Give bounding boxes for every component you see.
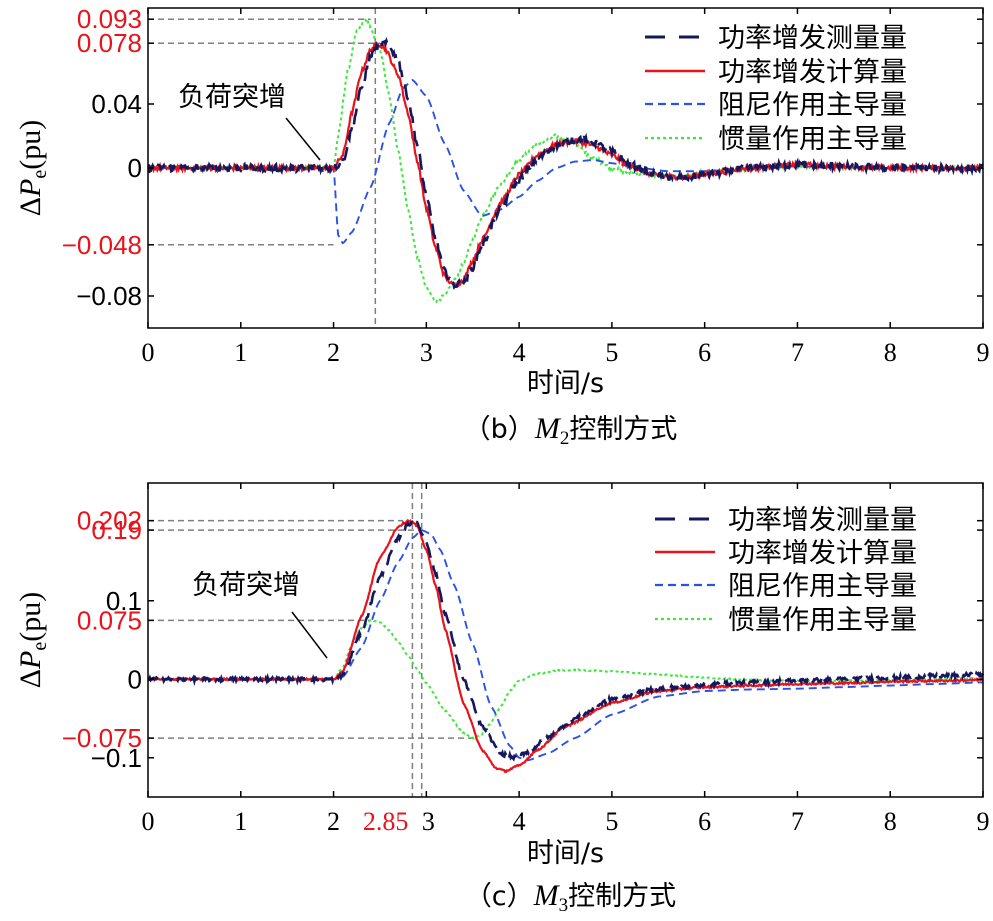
y-tick-label: 0.093 [77, 4, 142, 34]
x-tick-label: 9 [977, 807, 990, 836]
y-tick-label: 0.078 [77, 28, 142, 58]
chart-caption: （b）M2控制方式 [464, 412, 678, 449]
annotation-load-increase: 负荷突增 [192, 570, 300, 601]
chart-caption: （c）M3控制方式 [465, 879, 676, 916]
x-tick-label: 1 [234, 338, 247, 367]
series-line-measured [147, 36, 984, 290]
annotation-pointer [285, 117, 321, 161]
x-tick-label: 4 [513, 807, 526, 836]
y-tick-label: 0.1 [106, 586, 142, 616]
y-tick-label: 0.04 [91, 89, 142, 119]
series-line-damping [148, 529, 984, 762]
legend-label: 功率增发测量量 [718, 23, 907, 54]
x-tick-label: 2 [327, 338, 340, 367]
annotation-pointer [291, 611, 328, 659]
x-axis-label: 时间/s [527, 368, 604, 399]
x-tick-label: 0 [142, 807, 155, 836]
y-tick-label: −0.048 [62, 230, 142, 260]
annotation-load-increase: 负荷突增 [178, 82, 286, 113]
y-tick-label: −0.08 [76, 281, 142, 311]
x-tick-label: 7 [791, 807, 804, 836]
y-axis-label: ΔPe(pu) [14, 592, 51, 689]
y-tick-label: 0.075 [77, 605, 142, 635]
y-tick-label: 0.19 [91, 515, 142, 545]
legend-label: 阻尼作用主导量 [718, 90, 907, 121]
x-tick-label: 0 [142, 338, 155, 367]
legend-label: 功率增发计算量 [718, 57, 907, 88]
legend-label: 惯量作用主导量 [728, 605, 917, 636]
y-tick-label: 0 [128, 664, 142, 694]
series-line-inertia [147, 619, 984, 740]
x-axis-label: 时间/s [527, 838, 604, 869]
series-line-measured [147, 520, 985, 764]
x-tick-label: 3 [420, 338, 433, 367]
x-tick-label: 5 [605, 807, 618, 836]
y-tick-label: −0.075 [62, 723, 142, 753]
legend-label: 功率增发测量量 [728, 505, 917, 536]
x-tick-label: 8 [884, 338, 897, 367]
y-tick-label: 0.202 [77, 506, 142, 536]
x-tick-label: 2.85 [363, 807, 409, 836]
x-tick-label: 1 [234, 807, 247, 836]
y-axis-label: ΔPe(pu) [14, 120, 51, 217]
y-tick-label: −0.1 [91, 743, 142, 773]
legend-label: 阻尼作用主导量 [728, 571, 917, 602]
x-tick-label: 9 [977, 338, 990, 367]
x-tick-label: 4 [513, 338, 526, 367]
x-tick-label: 5 [605, 338, 618, 367]
x-tick-label: 6 [698, 807, 711, 836]
y-tick-label: 0 [128, 153, 142, 183]
x-tick-label: 2 [327, 807, 340, 836]
x-tick-label: 3 [422, 807, 435, 836]
x-tick-label: 8 [884, 807, 897, 836]
legend-label: 惯量作用主导量 [718, 124, 907, 155]
x-tick-label: 7 [791, 338, 804, 367]
plot-frame [147, 482, 984, 798]
x-tick-label: 6 [698, 338, 711, 367]
legend-label: 功率增发计算量 [728, 538, 917, 569]
